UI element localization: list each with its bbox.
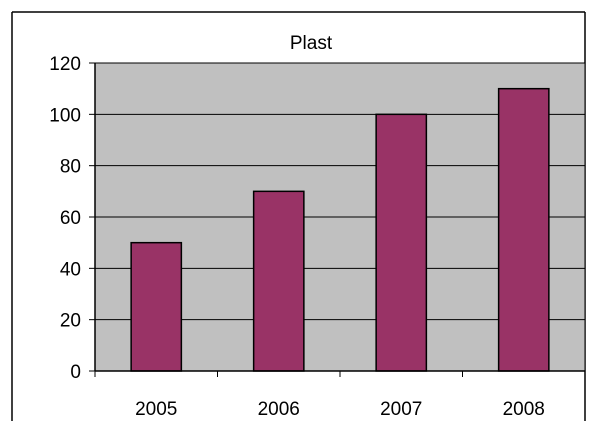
y-tick-label-0: 0 <box>70 362 81 383</box>
bar-2007 <box>375 113 428 372</box>
y-tick-labels: 0 20 40 60 80 100 120 <box>49 54 81 383</box>
axes <box>89 62 586 377</box>
bar-2008 <box>497 87 550 372</box>
bar-2005 <box>130 241 183 372</box>
x-tick-labels: 2005 2006 2007 2008 <box>135 399 545 420</box>
x-tick-label-2008: 2008 <box>503 399 545 420</box>
y-tick-label-120: 120 <box>49 54 81 75</box>
chart-title: Plast <box>290 33 333 54</box>
y-tick-label-60: 60 <box>60 208 81 229</box>
x-tick-label-2005: 2005 <box>135 399 177 420</box>
x-tick-label-2006: 2006 <box>258 399 300 420</box>
y-tick-label-20: 20 <box>60 311 81 332</box>
y-tick-label-100: 100 <box>49 105 81 126</box>
y-tick-label-80: 80 <box>60 157 81 178</box>
x-tick-label-2007: 2007 <box>380 399 422 420</box>
y-tick-label-40: 40 <box>60 259 81 280</box>
bars <box>130 87 550 372</box>
bar-2006 <box>252 190 305 372</box>
